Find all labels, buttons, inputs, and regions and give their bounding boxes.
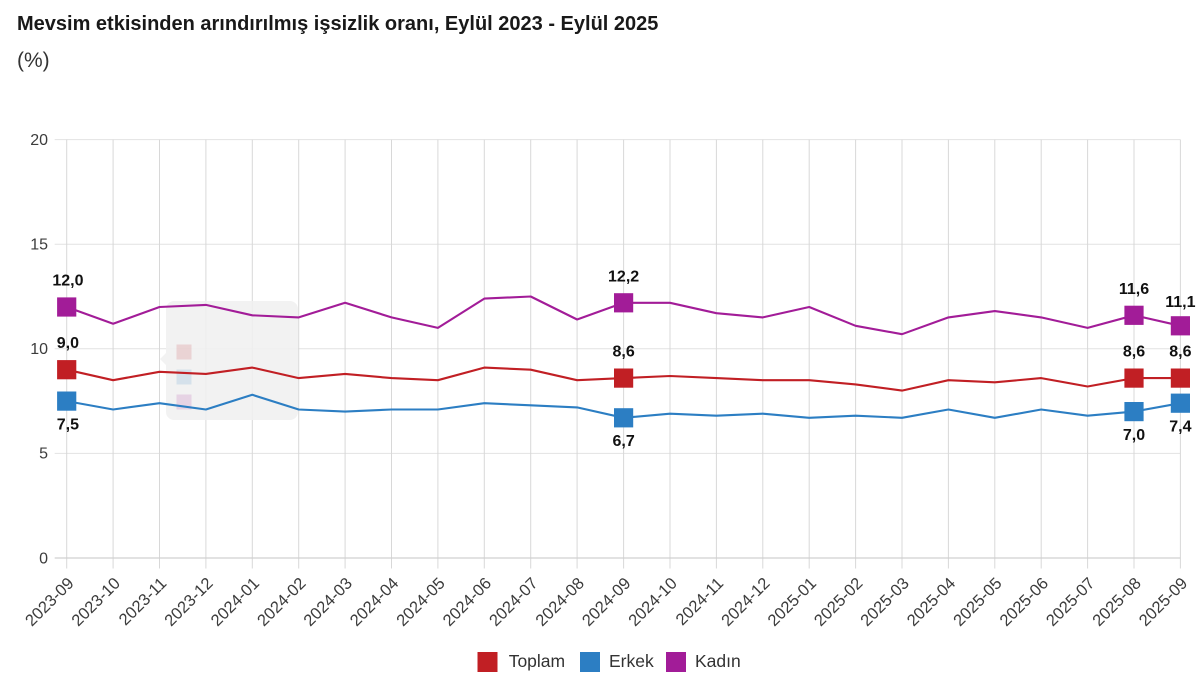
svg-text:Toplam: Toplam <box>509 651 565 671</box>
svg-text:11,6: 11,6 <box>1119 281 1149 298</box>
svg-text:7,5: 7,5 <box>57 417 79 434</box>
svg-text:2024-06: 2024-06 <box>440 574 496 630</box>
svg-text:5: 5 <box>39 446 48 463</box>
svg-text:2023-10: 2023-10 <box>68 574 124 630</box>
svg-text:12,2: 12,2 <box>608 268 639 285</box>
svg-text:2025-06: 2025-06 <box>996 574 1052 630</box>
svg-text:0: 0 <box>39 550 48 567</box>
svg-text:2024-07: 2024-07 <box>486 574 542 630</box>
svg-text:2025-02: 2025-02 <box>811 574 867 630</box>
svg-text:2024-11: 2024-11 <box>673 574 728 629</box>
svg-text:8,6: 8,6 <box>1123 344 1145 361</box>
svg-text:7,4: 7,4 <box>1169 419 1191 436</box>
svg-text:2024-01: 2024-01 <box>208 574 264 630</box>
svg-text:2024-04: 2024-04 <box>347 574 403 630</box>
svg-text:9,0: 9,0 <box>57 335 79 352</box>
svg-text:20: 20 <box>30 132 48 149</box>
svg-text:2025-07: 2025-07 <box>1043 574 1099 630</box>
svg-text:2025-01: 2025-01 <box>764 574 820 630</box>
svg-text:2025-05: 2025-05 <box>950 574 1006 630</box>
svg-text:Erkek: Erkek <box>609 651 654 671</box>
svg-text:6,7: 6,7 <box>612 433 634 450</box>
svg-text:2023-09: 2023-09 <box>22 574 78 630</box>
svg-text:2024-08: 2024-08 <box>532 574 588 630</box>
svg-text:2024-05: 2024-05 <box>393 574 449 630</box>
svg-text:8,6: 8,6 <box>1169 344 1191 361</box>
svg-text:2024-12: 2024-12 <box>718 574 774 630</box>
svg-text:7,0: 7,0 <box>1123 427 1145 444</box>
svg-text:2023-11: 2023-11 <box>116 574 171 629</box>
svg-text:Kadın: Kadın <box>695 651 741 671</box>
svg-text:2025-03: 2025-03 <box>857 574 913 630</box>
svg-text:12,0: 12,0 <box>52 273 83 290</box>
svg-text:15: 15 <box>30 237 48 254</box>
svg-text:2025-08: 2025-08 <box>1089 574 1145 630</box>
svg-text:2025-04: 2025-04 <box>904 574 960 630</box>
svg-text:2025-09: 2025-09 <box>1136 574 1192 630</box>
svg-text:2024-03: 2024-03 <box>300 574 356 630</box>
svg-text:8,6: 8,6 <box>612 344 634 361</box>
svg-text:11,1: 11,1 <box>1165 294 1195 311</box>
svg-text:10: 10 <box>30 341 48 358</box>
svg-text:2024-02: 2024-02 <box>254 574 310 630</box>
svg-text:2024-10: 2024-10 <box>625 574 681 630</box>
svg-text:2023-12: 2023-12 <box>161 574 217 630</box>
svg-text:2024-09: 2024-09 <box>579 574 635 630</box>
